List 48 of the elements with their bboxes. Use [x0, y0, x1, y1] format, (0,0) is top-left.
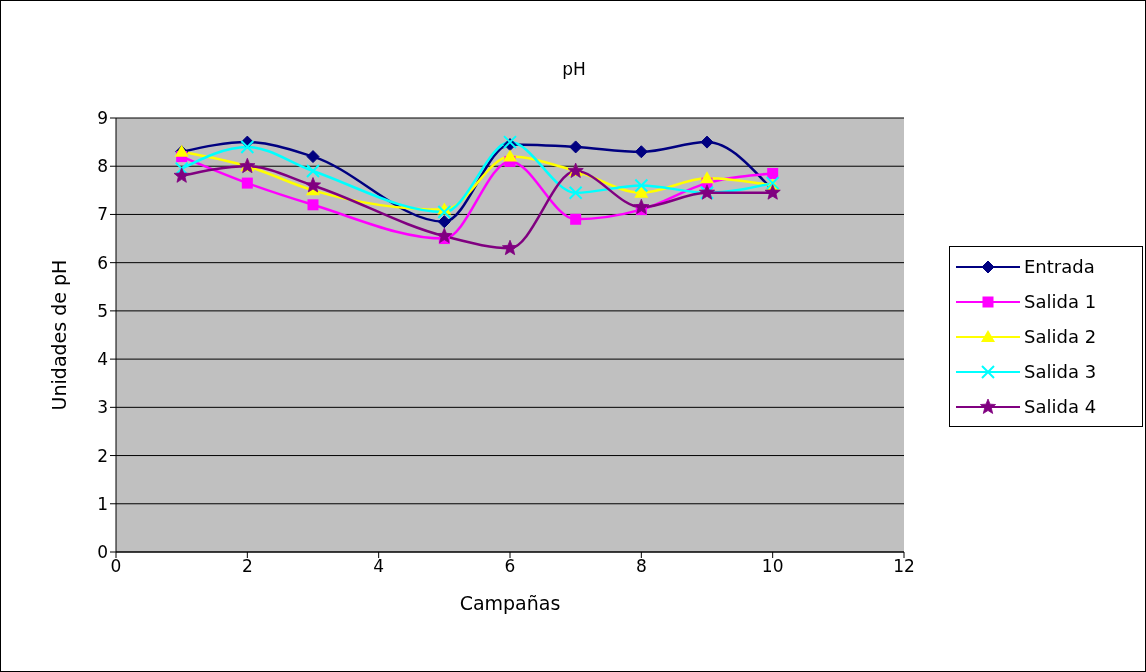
x-tick-label: 0: [110, 556, 122, 577]
point: [634, 185, 649, 198]
point: [306, 164, 320, 179]
point: [436, 227, 453, 244]
point: [569, 140, 583, 154]
y-tick-label: 3: [97, 397, 108, 418]
legend-label: Salida 4: [1024, 396, 1097, 417]
point: [437, 215, 451, 229]
point: [306, 150, 320, 164]
y-tick-label: 7: [97, 204, 108, 225]
x-tick-label: 10: [761, 556, 784, 577]
x-axis-title: Campañas: [459, 592, 561, 614]
x-tick-label: 2: [241, 556, 253, 577]
point: [501, 239, 519, 256]
y-axis-title: Unidades de pH: [47, 259, 70, 411]
point: [437, 205, 452, 220]
chart-title: pH: [561, 59, 587, 79]
point: [307, 199, 319, 211]
point: [503, 149, 517, 162]
legend-label: Entrada: [1024, 256, 1095, 277]
legend-label: Salida 1: [1024, 291, 1097, 312]
point: [173, 167, 190, 183]
legend-label: Salida 2: [1024, 326, 1097, 347]
y-tick-label: 0: [97, 542, 108, 563]
point: [633, 198, 650, 215]
point: [241, 177, 253, 189]
point: [568, 185, 583, 200]
point: [304, 177, 322, 193]
y-tick-label: 5: [97, 300, 108, 321]
x-tick-label: 8: [635, 556, 647, 577]
x-tick-label: 4: [373, 556, 385, 577]
point: [700, 135, 714, 149]
y-tick-label: 1: [97, 493, 108, 514]
point: [700, 171, 714, 184]
point: [634, 145, 648, 159]
point: [767, 167, 779, 179]
y-tick-label: 9: [97, 108, 108, 129]
point: [570, 213, 582, 225]
y-tick-label: 4: [97, 349, 108, 370]
x-tick-label: 6: [504, 556, 516, 577]
point: [240, 139, 255, 154]
point: [174, 161, 189, 176]
legend-label: Salida 3: [1024, 361, 1097, 382]
x-tick-label: 12: [893, 556, 915, 577]
y-tick-label: 2: [97, 445, 108, 466]
y-tick-label: 8: [97, 156, 108, 177]
y-tick-label: 6: [97, 252, 108, 273]
point: [634, 178, 649, 193]
